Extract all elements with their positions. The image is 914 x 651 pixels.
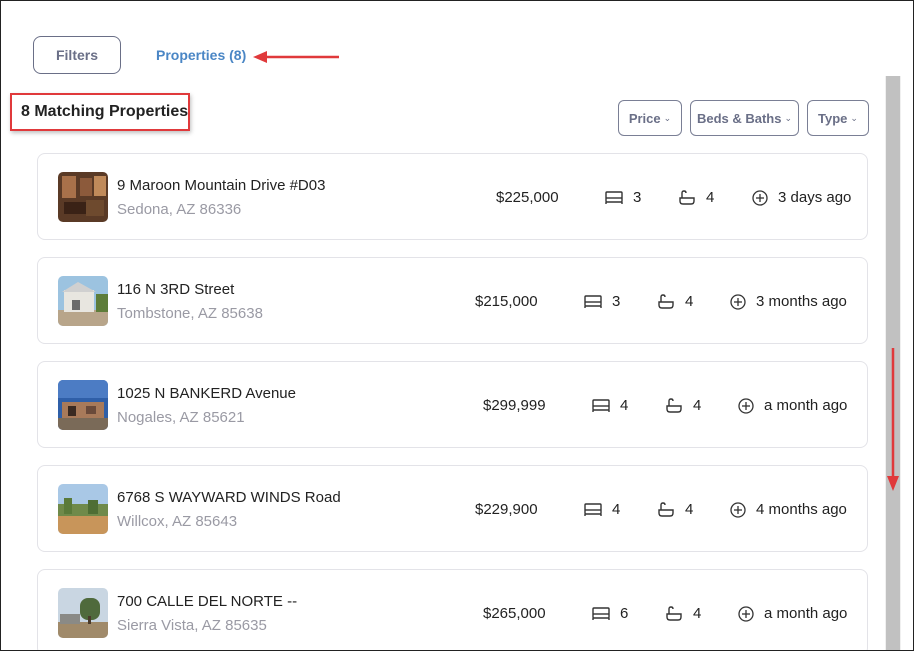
property-thumbnail [58, 588, 108, 638]
bathtub-icon [666, 397, 682, 413]
bathtub-icon [658, 501, 674, 517]
property-baths: 4 [678, 189, 714, 206]
property-baths: 4 [665, 397, 701, 414]
plus-circle-icon [738, 397, 754, 414]
listed-time: 3 months ago [756, 293, 847, 310]
tab-properties-label: Properties (8) [156, 47, 247, 63]
property-beds: 4 [584, 501, 620, 518]
property-card[interactable]: 700 CALLE DEL NORTE -- Sierra Vista, AZ … [37, 569, 868, 650]
baths-count: 4 [685, 501, 694, 518]
plus-circle-icon [730, 501, 746, 518]
property-card[interactable]: 1025 N BANKERD Avenue Nogales, AZ 85621 … [37, 361, 868, 448]
property-baths: 4 [657, 501, 693, 518]
property-price: $299,999 [483, 397, 546, 414]
property-beds: 4 [592, 397, 628, 414]
baths-count: 4 [685, 293, 694, 310]
baths-count: 4 [693, 397, 702, 414]
beds-count: 4 [612, 501, 621, 518]
property-city: Sierra Vista, AZ 85635 [117, 617, 267, 634]
property-thumbnail [58, 484, 108, 534]
page-title: 8 Matching Properties [21, 103, 189, 120]
property-listed: a month ago [738, 605, 847, 622]
bathtub-icon [658, 293, 674, 309]
baths-count: 4 [706, 189, 715, 206]
beds-baths-filter-label: Beds & Baths [696, 110, 782, 126]
type-filter-button[interactable]: Type ⌄ [807, 100, 869, 136]
property-price: $229,900 [475, 501, 538, 518]
property-city: Tombstone, AZ 85638 [117, 305, 263, 322]
bathtub-icon [666, 605, 682, 621]
property-beds: 3 [584, 293, 620, 310]
property-city: Nogales, AZ 85621 [117, 409, 245, 426]
property-baths: 4 [665, 605, 701, 622]
property-address: 9 Maroon Mountain Drive #D03 [117, 177, 326, 194]
beds-count: 3 [612, 293, 621, 310]
property-address: 116 N 3RD Street [117, 281, 235, 298]
beds-count: 4 [620, 397, 629, 414]
tab-filters[interactable]: Filters [33, 36, 121, 74]
property-city: Willcox, AZ 85643 [117, 513, 238, 530]
listed-time: a month ago [764, 605, 848, 622]
beds-count: 6 [620, 605, 629, 622]
listed-time: 4 months ago [756, 501, 847, 518]
chevron-down-icon: ⌄ [784, 112, 793, 123]
property-listed: 4 months ago [730, 501, 847, 518]
plus-circle-icon [730, 293, 746, 310]
tab-properties[interactable]: Properties (8) [156, 47, 246, 63]
price-filter-label: Price [628, 110, 661, 126]
property-card[interactable]: 116 N 3RD Street Tombstone, AZ 85638 $21… [37, 257, 868, 344]
property-price: $265,000 [483, 605, 546, 622]
annotation-arrow-left-icon [253, 51, 339, 63]
bed-icon [584, 502, 602, 516]
chevron-down-icon: ⌄ [850, 112, 858, 123]
property-beds: 3 [605, 189, 641, 206]
property-listed: a month ago [738, 397, 847, 414]
heading-highlight-box [10, 93, 190, 131]
property-card[interactable]: 9 Maroon Mountain Drive #D03 Sedona, AZ … [37, 153, 868, 240]
bed-icon [584, 294, 602, 308]
bed-icon [592, 398, 610, 412]
bathtub-icon [679, 189, 695, 205]
property-beds: 6 [592, 605, 628, 622]
property-baths: 4 [657, 293, 693, 310]
listed-time: a month ago [764, 397, 848, 414]
beds-baths-filter-button[interactable]: Beds & Baths ⌄ [690, 100, 799, 136]
bed-icon [592, 606, 610, 620]
property-card[interactable]: 6768 S WAYWARD WINDS Road Willcox, AZ 85… [37, 465, 868, 552]
property-thumbnail [58, 276, 108, 326]
beds-count: 3 [633, 189, 642, 206]
property-address: 1025 N BANKERD Avenue [117, 385, 296, 402]
price-filter-button[interactable]: Price ⌄ [618, 100, 682, 136]
listed-time: 3 days ago [778, 189, 852, 206]
property-listed: 3 days ago [752, 189, 851, 206]
annotation-arrow-down-icon [887, 348, 899, 491]
property-price: $225,000 [496, 189, 559, 206]
baths-count: 4 [693, 605, 702, 622]
property-listed: 3 months ago [730, 293, 847, 310]
bed-icon [605, 190, 623, 204]
property-thumbnail [58, 380, 108, 430]
property-address: 700 CALLE DEL NORTE -- [117, 593, 298, 610]
tab-filters-label: Filters [55, 47, 98, 63]
property-price: $215,000 [475, 293, 538, 310]
chevron-down-icon: ⌄ [663, 112, 672, 123]
property-address: 6768 S WAYWARD WINDS Road [117, 489, 341, 506]
type-filter-label: Type [818, 110, 848, 126]
property-city: Sedona, AZ 86336 [117, 201, 242, 218]
plus-circle-icon [738, 605, 754, 622]
property-thumbnail [58, 172, 108, 222]
plus-circle-icon [752, 189, 768, 206]
